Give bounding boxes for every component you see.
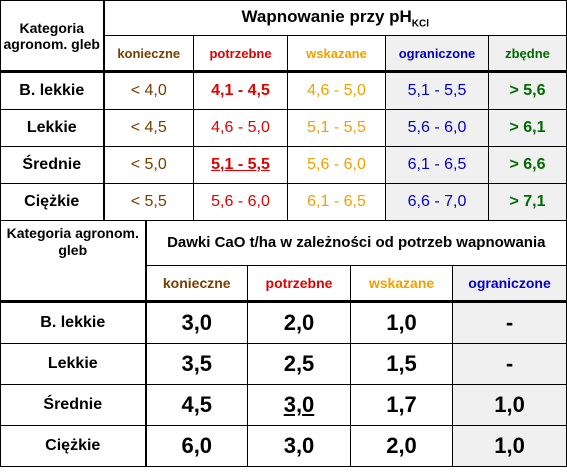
- cell-ograniczone: 5,1 - 5,5: [385, 71, 489, 110]
- table-row: B. lekkie < 4,0 4,1 - 4,5 4,6 - 5,0 5,1 …: [0, 71, 567, 110]
- row-label: Lekkie: [0, 109, 105, 147]
- cell-wskazane: 2,0: [350, 425, 453, 467]
- table-row: Średnie < 5,0 5,1 - 5,5 5,6 - 6,0 6,1 - …: [0, 146, 567, 184]
- col-potrzebne: potrzebne: [247, 265, 351, 303]
- cell-wskazane: 1,0: [350, 301, 453, 344]
- title-main: Wapnowanie przy pH: [241, 6, 412, 26]
- cell-zbedne: > 7,1: [488, 183, 567, 221]
- cell-potrzebne: 4,1 - 4,5: [193, 71, 288, 110]
- table-row: Lekkie 3,5 2,5 1,5 -: [0, 343, 567, 385]
- row-label: Ciężkie: [0, 425, 147, 467]
- cao-dose-title: Dawki CaO t/ha w zależności od potrzeb w…: [144, 220, 567, 266]
- row-label: B. lekkie: [0, 71, 105, 110]
- col-wskazane: wskazane: [287, 35, 386, 73]
- cell-potrzebne: 3,0: [247, 425, 351, 467]
- cell-wskazane: 1,7: [350, 384, 453, 426]
- row-label: Średnie: [0, 146, 105, 184]
- cell-potrzebne: 5,1 - 5,5: [193, 146, 288, 184]
- cell-wskazane: 5,1 - 5,5: [287, 109, 386, 147]
- cell-ograniczone: 6,1 - 6,5: [385, 146, 489, 184]
- col-ograniczone: ograniczone: [385, 35, 489, 73]
- cell-ograniczone: 1,0: [451, 425, 567, 467]
- cell-wskazane: 6,1 - 6,5: [287, 183, 386, 221]
- title-subscript: KCl: [411, 18, 430, 30]
- cell-wskazane: 4,6 - 5,0: [287, 71, 386, 110]
- row-label: Ciężkie: [0, 183, 105, 221]
- cell-wskazane: 5,6 - 6,0: [287, 146, 386, 184]
- cell-konieczne: 4,5: [145, 384, 248, 426]
- row-label: Lekkie: [0, 343, 147, 385]
- cell-wskazane: 1,5: [350, 343, 453, 385]
- cell-potrzebne: 4,6 - 5,0: [193, 109, 288, 147]
- col-konieczne: konieczne: [145, 265, 248, 303]
- soil-category-header: Kategoria agronom. gleb: [0, 220, 147, 303]
- cao-dose-table: Kategoria agronom. gleb Dawki CaO t/ha w…: [0, 220, 567, 467]
- table-row: Lekkie < 4,5 4,6 - 5,0 5,1 - 5,5 5,6 - 6…: [0, 109, 567, 147]
- cell-ograniczone: 6,6 - 7,0: [385, 183, 489, 221]
- cell-konieczne: < 4,5: [103, 109, 194, 147]
- liming-ph-title: Wapnowanie przy pHKCl: [103, 0, 567, 36]
- cell-konieczne: < 4,0: [103, 71, 194, 110]
- cell-konieczne: 3,0: [145, 301, 248, 344]
- cell-zbedne: > 5,6: [488, 71, 567, 110]
- row-label: Średnie: [0, 384, 147, 426]
- cell-konieczne: < 5,0: [103, 146, 194, 184]
- table-row: Ciężkie < 5,5 5,6 - 6,0 6,1 - 6,5 6,6 - …: [0, 183, 567, 221]
- cell-zbedne: > 6,1: [488, 109, 567, 147]
- cell-zbedne: > 6,6: [488, 146, 567, 184]
- cell-potrzebne: 3,0: [247, 384, 351, 426]
- cell-potrzebne: 5,6 - 6,0: [193, 183, 288, 221]
- soil-category-header: Kategoria agronom. gleb: [0, 0, 105, 73]
- cell-ograniczone: -: [451, 343, 567, 385]
- cell-ograniczone: 5,6 - 6,0: [385, 109, 489, 147]
- cell-konieczne: < 5,5: [103, 183, 194, 221]
- col-zbedne: zbędne: [488, 35, 567, 73]
- liming-ph-table: Kategoria agronom. gleb Wapnowanie przy …: [0, 0, 567, 221]
- cell-konieczne: 3,5: [145, 343, 248, 385]
- cell-potrzebne: 2,0: [247, 301, 351, 344]
- col-konieczne: konieczne: [103, 35, 194, 73]
- cell-ograniczone: -: [451, 301, 567, 344]
- cell-konieczne: 6,0: [145, 425, 248, 467]
- row-label: B. lekkie: [0, 301, 147, 344]
- cell-ograniczone: 1,0: [451, 384, 567, 426]
- table-row: B. lekkie 3,0 2,0 1,0 -: [0, 301, 567, 344]
- table-row: Ciężkie 6,0 3,0 2,0 1,0: [0, 425, 567, 467]
- col-potrzebne: potrzebne: [193, 35, 288, 73]
- cell-potrzebne: 2,5: [247, 343, 351, 385]
- col-ograniczone: ograniczone: [451, 265, 567, 303]
- table-row: Średnie 4,5 3,0 1,7 1,0: [0, 384, 567, 426]
- col-wskazane: wskazane: [350, 265, 453, 303]
